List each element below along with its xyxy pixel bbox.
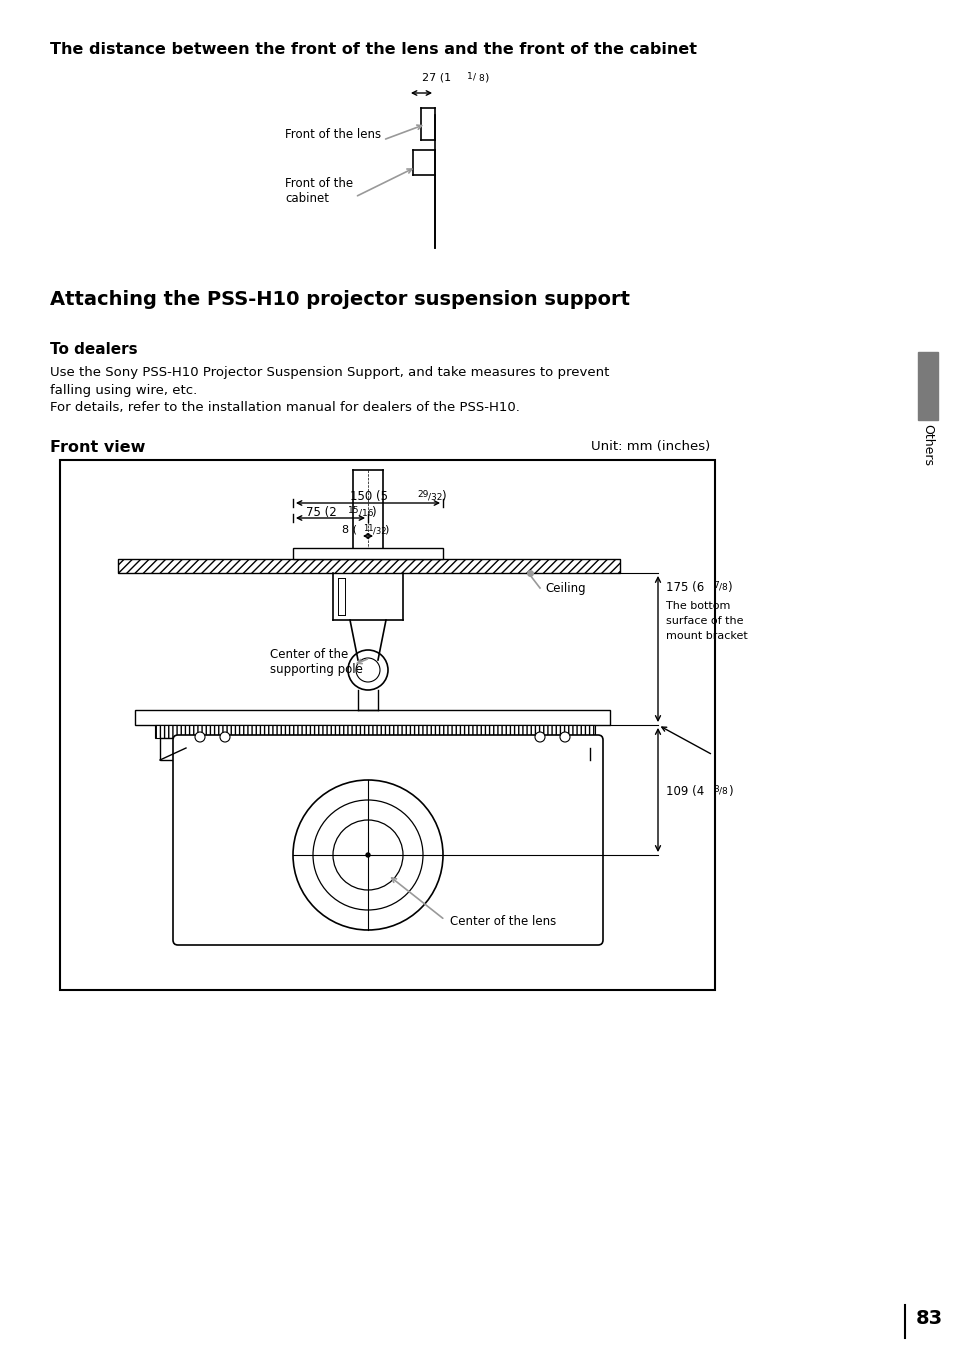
Text: Center of the: Center of the	[270, 648, 348, 661]
Circle shape	[366, 853, 370, 857]
Text: cabinet: cabinet	[285, 192, 329, 206]
Text: ): )	[483, 72, 488, 82]
Text: For details, refer to the installation manual for dealers of the PSS-H10.: For details, refer to the installation m…	[50, 402, 519, 414]
Text: /: /	[473, 72, 476, 81]
Text: The bottom: The bottom	[665, 602, 730, 611]
Text: Front view: Front view	[50, 439, 145, 456]
Text: 109 (4: 109 (4	[665, 786, 707, 798]
Text: /32: /32	[428, 492, 442, 502]
Bar	[293, 548, 442, 558]
Text: 83: 83	[915, 1309, 943, 1328]
Bar	[60, 460, 714, 990]
Circle shape	[535, 731, 544, 742]
Text: 8: 8	[477, 74, 483, 82]
Text: Unit: mm (inches): Unit: mm (inches)	[590, 439, 709, 453]
Text: 8 (: 8 (	[341, 525, 356, 534]
Text: Use the Sony PSS-H10 Projector Suspension Support, and take measures to prevent: Use the Sony PSS-H10 Projector Suspensio…	[50, 366, 609, 379]
Text: The distance between the front of the lens and the front of the cabinet: The distance between the front of the le…	[50, 42, 697, 57]
Text: ): )	[726, 581, 731, 594]
Text: 75 (2: 75 (2	[306, 506, 340, 519]
Text: 15: 15	[348, 506, 359, 515]
Text: 150 (5: 150 (5	[350, 489, 392, 503]
Text: 3: 3	[712, 786, 718, 794]
Text: 175 (6: 175 (6	[665, 581, 707, 594]
Text: Front of the: Front of the	[285, 177, 353, 191]
Text: supporting pole: supporting pole	[270, 662, 362, 676]
Text: Ceiling: Ceiling	[544, 581, 585, 595]
Text: ): )	[384, 525, 388, 534]
Bar	[160, 738, 589, 760]
Text: Front of the lens: Front of the lens	[285, 128, 381, 141]
Bar	[118, 558, 619, 573]
Text: ): )	[371, 506, 375, 519]
Text: ): )	[727, 786, 732, 798]
Text: To dealers: To dealers	[50, 342, 137, 357]
Text: 27 (1: 27 (1	[421, 72, 455, 82]
Circle shape	[220, 731, 230, 742]
Text: 7: 7	[712, 581, 718, 589]
Text: Attaching the PSS-H10 projector suspension support: Attaching the PSS-H10 projector suspensi…	[50, 289, 629, 310]
Text: Center of the lens: Center of the lens	[450, 915, 556, 927]
Text: 11: 11	[363, 525, 374, 533]
Text: Others: Others	[921, 425, 934, 466]
Bar	[135, 710, 609, 725]
Text: /8: /8	[719, 583, 727, 592]
Circle shape	[348, 650, 388, 690]
Text: mount bracket: mount bracket	[665, 631, 747, 641]
FancyBboxPatch shape	[172, 735, 602, 945]
Circle shape	[293, 780, 442, 930]
Circle shape	[194, 731, 205, 742]
Text: 29: 29	[416, 489, 428, 499]
Bar	[917, 352, 937, 420]
Text: /32: /32	[373, 526, 386, 535]
Text: 1: 1	[467, 72, 473, 81]
Bar	[154, 725, 595, 738]
Text: surface of the: surface of the	[665, 617, 742, 626]
Text: /16: /16	[358, 508, 374, 516]
Text: /8: /8	[719, 787, 727, 796]
Text: falling using wire, etc.: falling using wire, etc.	[50, 384, 197, 397]
Circle shape	[559, 731, 569, 742]
Bar	[118, 558, 619, 573]
Text: ): )	[440, 489, 445, 503]
